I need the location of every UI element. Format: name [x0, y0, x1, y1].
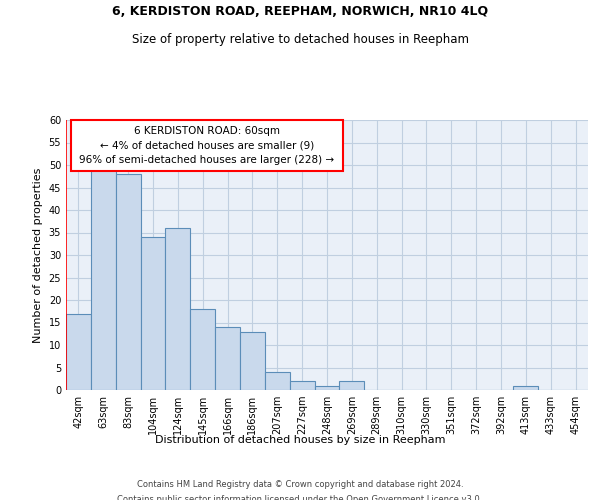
Bar: [140, 237, 166, 390]
Bar: [66, 314, 91, 390]
Bar: [240, 332, 265, 390]
Bar: [166, 228, 190, 390]
Bar: [314, 386, 340, 390]
Bar: [290, 381, 314, 390]
Text: 6, KERDISTON ROAD, REEPHAM, NORWICH, NR10 4LQ: 6, KERDISTON ROAD, REEPHAM, NORWICH, NR1…: [112, 5, 488, 18]
Bar: [514, 386, 538, 390]
Bar: [91, 170, 116, 390]
Text: Contains HM Land Registry data © Crown copyright and database right 2024.: Contains HM Land Registry data © Crown c…: [137, 480, 463, 489]
Bar: [190, 309, 215, 390]
Bar: [265, 372, 290, 390]
Bar: [215, 327, 240, 390]
Y-axis label: Number of detached properties: Number of detached properties: [33, 168, 43, 342]
Text: Contains public sector information licensed under the Open Government Licence v3: Contains public sector information licen…: [118, 495, 482, 500]
Text: 6 KERDISTON ROAD: 60sqm
← 4% of detached houses are smaller (9)
96% of semi-deta: 6 KERDISTON ROAD: 60sqm ← 4% of detached…: [79, 126, 335, 166]
Text: Distribution of detached houses by size in Reepham: Distribution of detached houses by size …: [155, 435, 445, 445]
Bar: [340, 381, 364, 390]
Text: Size of property relative to detached houses in Reepham: Size of property relative to detached ho…: [131, 32, 469, 46]
Bar: [116, 174, 140, 390]
FancyBboxPatch shape: [71, 120, 343, 172]
